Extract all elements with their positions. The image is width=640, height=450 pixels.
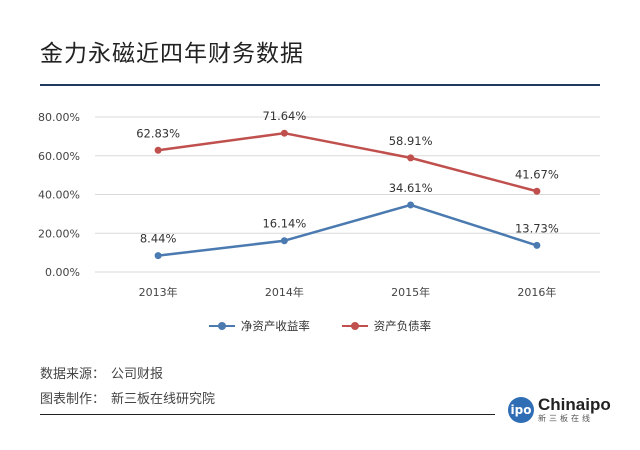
x-tick-label: 2013年 bbox=[139, 285, 178, 299]
x-tick-label: 2016年 bbox=[517, 285, 556, 299]
y-tick-label: 80.00% bbox=[38, 111, 80, 124]
x-tick-label: 2014年 bbox=[265, 285, 304, 299]
data-label: 8.44% bbox=[140, 232, 177, 246]
data-point bbox=[533, 241, 541, 249]
data-source-label: 数据来源： bbox=[40, 367, 106, 382]
data-label: 62.83% bbox=[136, 126, 180, 140]
legend-label-roe: 净资产收益率 bbox=[240, 319, 310, 333]
y-tick-label: 0.00% bbox=[45, 266, 80, 279]
chart-maker-label: 图表制作： bbox=[40, 392, 106, 407]
data-point bbox=[407, 154, 415, 162]
data-point bbox=[154, 252, 162, 260]
data-label: 71.64% bbox=[262, 109, 306, 123]
data-source-value: 公司财报 bbox=[111, 367, 164, 382]
logo-name: Chinaipo bbox=[538, 395, 611, 414]
legend-marker-debt-ratio bbox=[341, 322, 368, 330]
chart-legend: 净资产收益率 资产负债率 bbox=[0, 316, 640, 334]
data-label: 58.91% bbox=[389, 134, 433, 148]
logo-badge: ipo bbox=[508, 396, 534, 423]
x-tick-label: 2015年 bbox=[391, 285, 430, 299]
data-point bbox=[280, 237, 288, 245]
chinaipo-logo: ipo Chinaipo 新三板在线 bbox=[508, 396, 611, 423]
data-point bbox=[154, 146, 162, 154]
data-point bbox=[407, 201, 415, 209]
data-source: 数据来源： 公司财报 bbox=[40, 363, 163, 382]
series-line bbox=[157, 131, 538, 193]
data-label: 16.14% bbox=[262, 217, 306, 231]
title-underline bbox=[40, 84, 600, 86]
y-tick-label: 60.00% bbox=[38, 150, 80, 163]
logo-subtitle: 新三板在线 bbox=[538, 414, 593, 423]
series-line bbox=[157, 203, 538, 257]
data-label: 34.61% bbox=[389, 181, 433, 195]
legend-marker-roe bbox=[208, 322, 235, 330]
data-label: 13.73% bbox=[515, 221, 559, 235]
chart-title: 金力永磁近四年财务数据 bbox=[40, 41, 304, 67]
line-chart: 0.00% 20.00% 40.00% 60.00% 80.00% 2013年 2014年 2… bbox=[38, 109, 600, 299]
chart-maker: 图表制作： 新三板在线研究院 bbox=[40, 388, 215, 407]
legend-label-debt-ratio: 资产负债率 bbox=[373, 319, 432, 333]
data-point bbox=[280, 129, 288, 137]
chart-maker-value: 新三板在线研究院 bbox=[111, 392, 216, 407]
legend-item-debt-ratio: 资产负债率 bbox=[341, 318, 432, 334]
data-label: 41.67% bbox=[515, 167, 559, 181]
data-point bbox=[533, 187, 541, 195]
y-tick-label: 20.00% bbox=[38, 227, 80, 240]
footer-divider bbox=[40, 414, 495, 415]
legend-item-roe: 净资产收益率 bbox=[208, 318, 310, 334]
y-tick-label: 40.00% bbox=[38, 189, 80, 202]
